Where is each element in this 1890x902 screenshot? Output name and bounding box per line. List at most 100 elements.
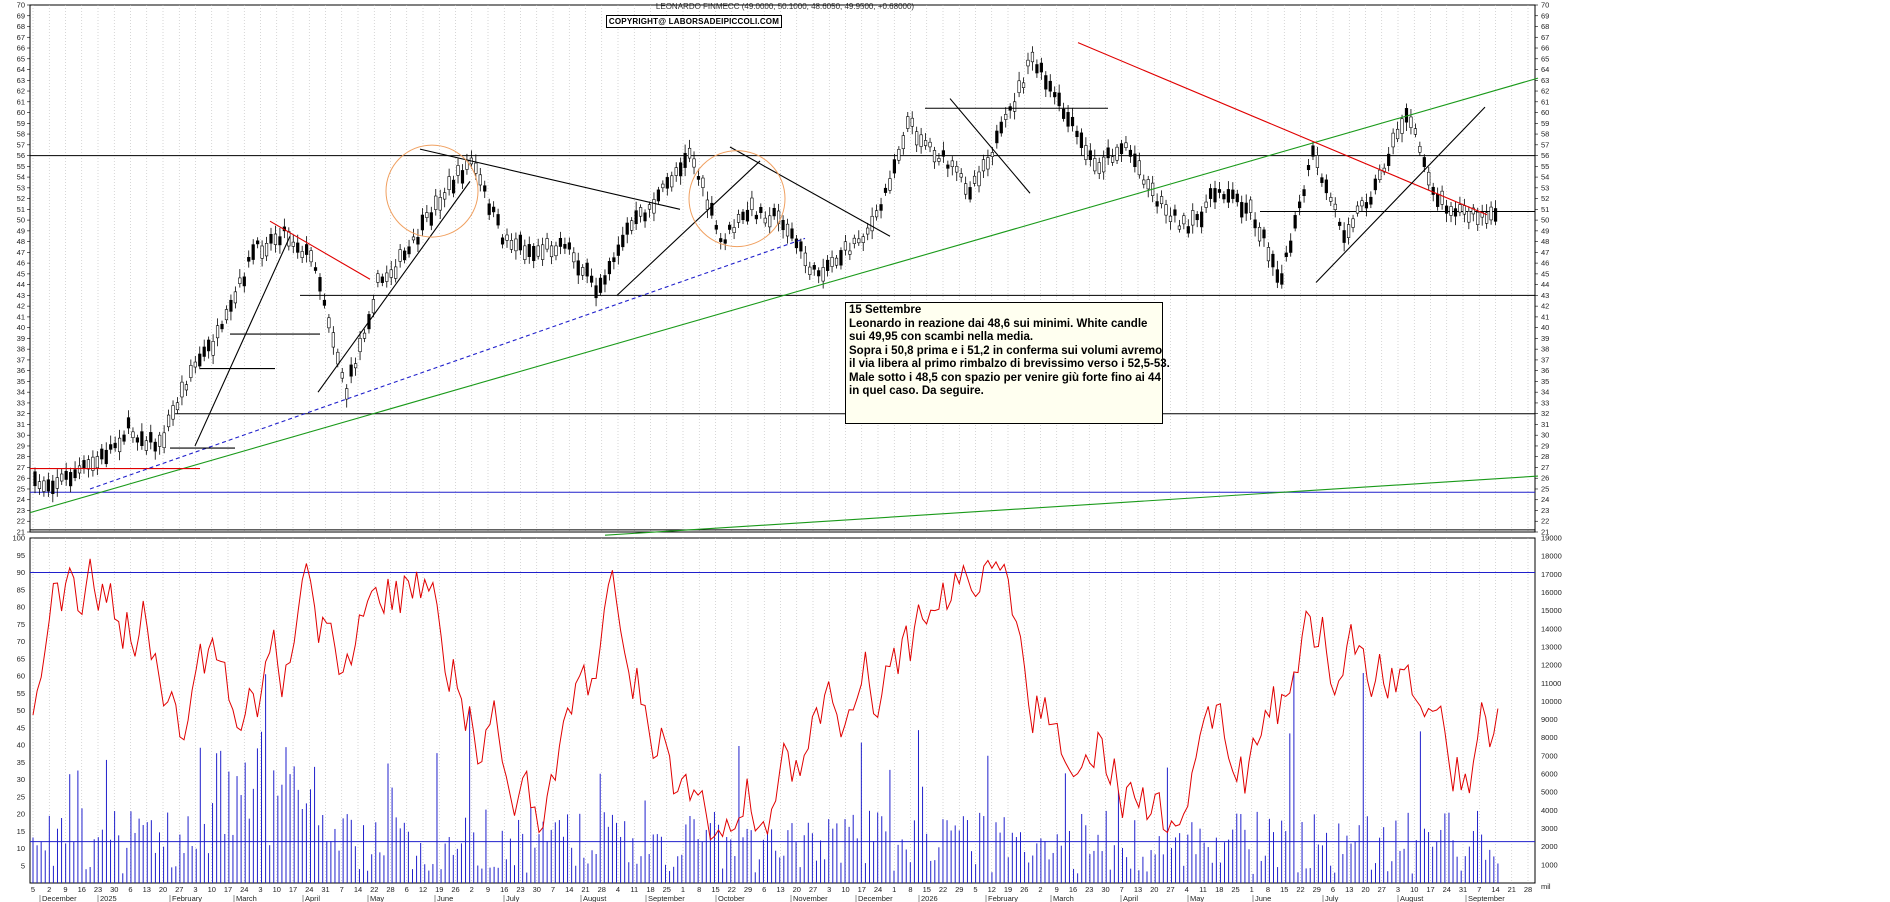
y-tick-label-right: 25 bbox=[1541, 484, 1549, 493]
candle-body bbox=[1240, 202, 1244, 218]
candle-body bbox=[1222, 194, 1226, 200]
x-month-label: March bbox=[236, 894, 257, 902]
candle-body bbox=[1044, 75, 1048, 90]
candle-body bbox=[1253, 219, 1257, 229]
y-tick-label-right: 65 bbox=[1541, 54, 1549, 63]
candle-body bbox=[1364, 202, 1369, 209]
candle-body bbox=[665, 177, 669, 189]
candle-body bbox=[607, 261, 612, 275]
x-tick-label: 1 bbox=[681, 885, 685, 894]
candle-body bbox=[990, 152, 994, 157]
candle-body bbox=[1266, 247, 1271, 262]
candle-body bbox=[1213, 188, 1217, 203]
candle-body bbox=[425, 212, 429, 218]
candle-body bbox=[723, 239, 727, 244]
x-tick-label: 25 bbox=[663, 885, 671, 894]
candle-body bbox=[781, 220, 785, 231]
candle-body bbox=[808, 266, 812, 275]
y-tick-label-left: 70 bbox=[17, 1, 25, 10]
candle-body bbox=[354, 363, 358, 369]
candle-body bbox=[923, 140, 928, 146]
osc-tick-label: 95 bbox=[17, 551, 25, 560]
x-tick-label: 22 bbox=[1296, 885, 1304, 894]
candle-body bbox=[273, 233, 278, 245]
candle-body bbox=[1311, 145, 1315, 157]
osc-tick-label: 55 bbox=[17, 689, 25, 698]
oscillator-panel-frame bbox=[29, 537, 1536, 884]
candle-body bbox=[224, 309, 229, 321]
candle-body bbox=[857, 238, 861, 244]
y-tick-label-right: 44 bbox=[1541, 280, 1549, 289]
candle-body bbox=[581, 267, 585, 276]
candle-body bbox=[1182, 215, 1186, 225]
y-tick-label-left: 63 bbox=[17, 76, 25, 85]
x-month-label: December bbox=[42, 894, 77, 902]
candle-body bbox=[1226, 189, 1230, 203]
candle-body bbox=[630, 220, 634, 231]
volume-tick-label: 7000 bbox=[1541, 751, 1558, 760]
candle-body bbox=[1039, 62, 1043, 73]
candle-body bbox=[563, 244, 567, 249]
candle-body bbox=[1324, 179, 1328, 194]
candle-body bbox=[1360, 200, 1364, 207]
rally-trendline bbox=[1315, 106, 1486, 283]
candle-body bbox=[113, 442, 117, 449]
x-tick-label: 2 bbox=[470, 885, 474, 894]
osc-tick-label: 35 bbox=[17, 758, 25, 767]
candle-body bbox=[331, 332, 335, 348]
candle-body bbox=[505, 234, 509, 241]
volume-tick-label: 18000 bbox=[1541, 552, 1562, 561]
candle-body bbox=[1208, 188, 1213, 199]
candle-body bbox=[634, 210, 638, 225]
volume-tick-label: 2000 bbox=[1541, 842, 1558, 851]
y-tick-label-right: 30 bbox=[1541, 431, 1549, 440]
osc-tick-label: 10 bbox=[17, 844, 25, 853]
y-tick-label-left: 29 bbox=[17, 441, 25, 450]
candle-body bbox=[278, 236, 282, 246]
y-tick-label-right: 41 bbox=[1541, 312, 1549, 321]
x-tick-label: 14 bbox=[1491, 885, 1499, 894]
candle-body bbox=[625, 222, 629, 235]
osc-tick-label: 80 bbox=[17, 603, 25, 612]
x-tick-label: 30 bbox=[110, 885, 118, 894]
candle-body bbox=[389, 269, 393, 278]
y-tick-label-right: 24 bbox=[1541, 495, 1549, 504]
candle-body bbox=[362, 332, 367, 339]
y-tick-label-right: 53 bbox=[1541, 183, 1549, 192]
rally-trendline bbox=[194, 236, 291, 447]
candle-body bbox=[149, 432, 153, 443]
y-tick-label-right: 42 bbox=[1541, 302, 1549, 311]
candle-body bbox=[460, 170, 465, 184]
candle-body bbox=[438, 197, 442, 211]
candle-body bbox=[1249, 199, 1253, 213]
y-tick-label-right: 45 bbox=[1541, 269, 1549, 278]
candle-body bbox=[941, 150, 945, 157]
candle-body bbox=[1137, 160, 1141, 176]
candle-body bbox=[1302, 189, 1306, 197]
candle-body bbox=[1262, 229, 1266, 239]
y-tick-label-right: 39 bbox=[1541, 334, 1549, 343]
x-month-label: August bbox=[583, 894, 607, 902]
x-tick-label: 16 bbox=[78, 885, 86, 894]
candle-body bbox=[1004, 114, 1008, 120]
x-tick-label: 22 bbox=[370, 885, 378, 894]
downtrend-line bbox=[729, 146, 891, 237]
x-month-label: October bbox=[718, 894, 745, 902]
candle-body bbox=[1173, 209, 1177, 216]
candle-body bbox=[670, 175, 674, 188]
candle-body bbox=[184, 384, 188, 391]
candle-body bbox=[416, 237, 420, 245]
x-tick-label: 17 bbox=[289, 885, 297, 894]
x-tick-label: 19 bbox=[435, 885, 443, 894]
downtrend-line bbox=[419, 148, 681, 210]
y-tick-label-left: 49 bbox=[17, 226, 25, 235]
candle-body bbox=[1320, 177, 1324, 183]
candle-body bbox=[411, 236, 416, 241]
candle-body bbox=[1431, 186, 1435, 195]
candle-body bbox=[518, 234, 522, 251]
candle-body bbox=[1244, 202, 1248, 214]
candle-body bbox=[679, 162, 683, 177]
x-tick-label: 27 bbox=[809, 885, 817, 894]
x-tick-label: 14 bbox=[354, 885, 362, 894]
candle-body bbox=[1017, 80, 1021, 93]
